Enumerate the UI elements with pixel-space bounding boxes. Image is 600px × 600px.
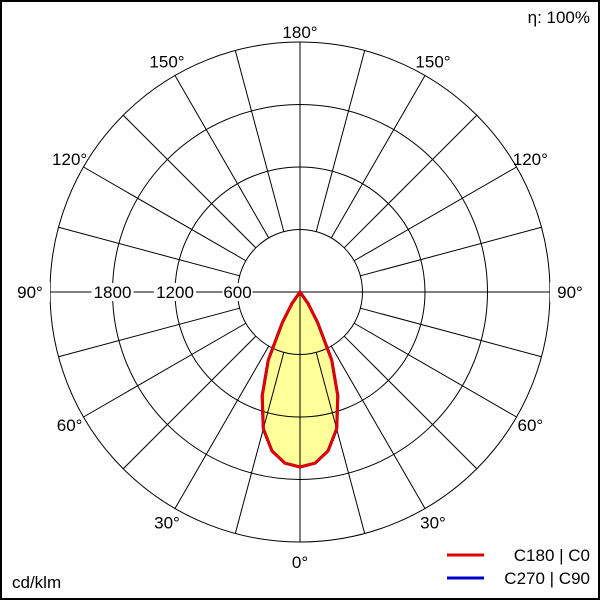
angle-tick-label: 30° xyxy=(420,513,446,532)
angle-tick-label: 90° xyxy=(17,283,43,302)
radial-tick-label-bg xyxy=(91,283,134,301)
grid-spoke xyxy=(343,114,478,249)
angle-tick-label: 90° xyxy=(557,283,583,302)
efficiency-label: η: 100% xyxy=(528,8,590,27)
radial-tick-label-bg xyxy=(222,283,253,301)
radial-tick-label: 1200 xyxy=(156,283,194,302)
grid-spoke xyxy=(360,226,542,277)
grid-spoke xyxy=(122,335,257,470)
grid-spoke xyxy=(330,345,426,509)
grid-spoke xyxy=(58,226,240,277)
legend: C180 | C0 C270 | C90 xyxy=(447,546,590,588)
grid-spoke xyxy=(83,166,247,262)
grid-spoke xyxy=(122,114,257,249)
grid-spoke xyxy=(234,352,285,534)
angle-label-bg xyxy=(10,282,50,302)
grid-spoke xyxy=(353,322,517,418)
radial-tick-label-bg xyxy=(154,283,196,301)
grid-spoke xyxy=(343,335,478,470)
angle-tick-label: 60° xyxy=(518,416,544,435)
angle-tick-label: 120° xyxy=(513,150,548,169)
grid-spoke xyxy=(330,75,426,239)
grid-spoke xyxy=(360,307,542,358)
grid-spoke xyxy=(174,75,270,239)
legend-label-c270-c90: C270 | C90 xyxy=(504,569,590,588)
angle-tick-label: 120° xyxy=(52,150,87,169)
curve-c180-c0 xyxy=(260,290,340,469)
angle-tick-label: 180° xyxy=(282,23,317,42)
grid-spoke xyxy=(315,50,366,232)
grid-spoke xyxy=(83,322,247,418)
unit-label: cd/klm xyxy=(12,573,61,592)
angle-tick-label: 60° xyxy=(57,416,83,435)
angle-tick-label: 150° xyxy=(415,53,450,72)
grid-spoke xyxy=(58,307,240,358)
grid-spoke xyxy=(353,166,517,262)
angle-label-bg xyxy=(550,282,590,302)
grid-spoke xyxy=(234,50,285,232)
grid-spoke xyxy=(315,352,366,534)
angle-tick-label: 150° xyxy=(149,53,184,72)
grid-spoke xyxy=(174,345,270,509)
radial-tick-label: 600 xyxy=(223,283,251,302)
angle-tick-label: 0° xyxy=(292,553,308,572)
angle-tick-label: 30° xyxy=(154,513,180,532)
legend-label-c180-c0: C180 | C0 xyxy=(514,546,590,565)
radial-tick-label: 1800 xyxy=(94,283,132,302)
